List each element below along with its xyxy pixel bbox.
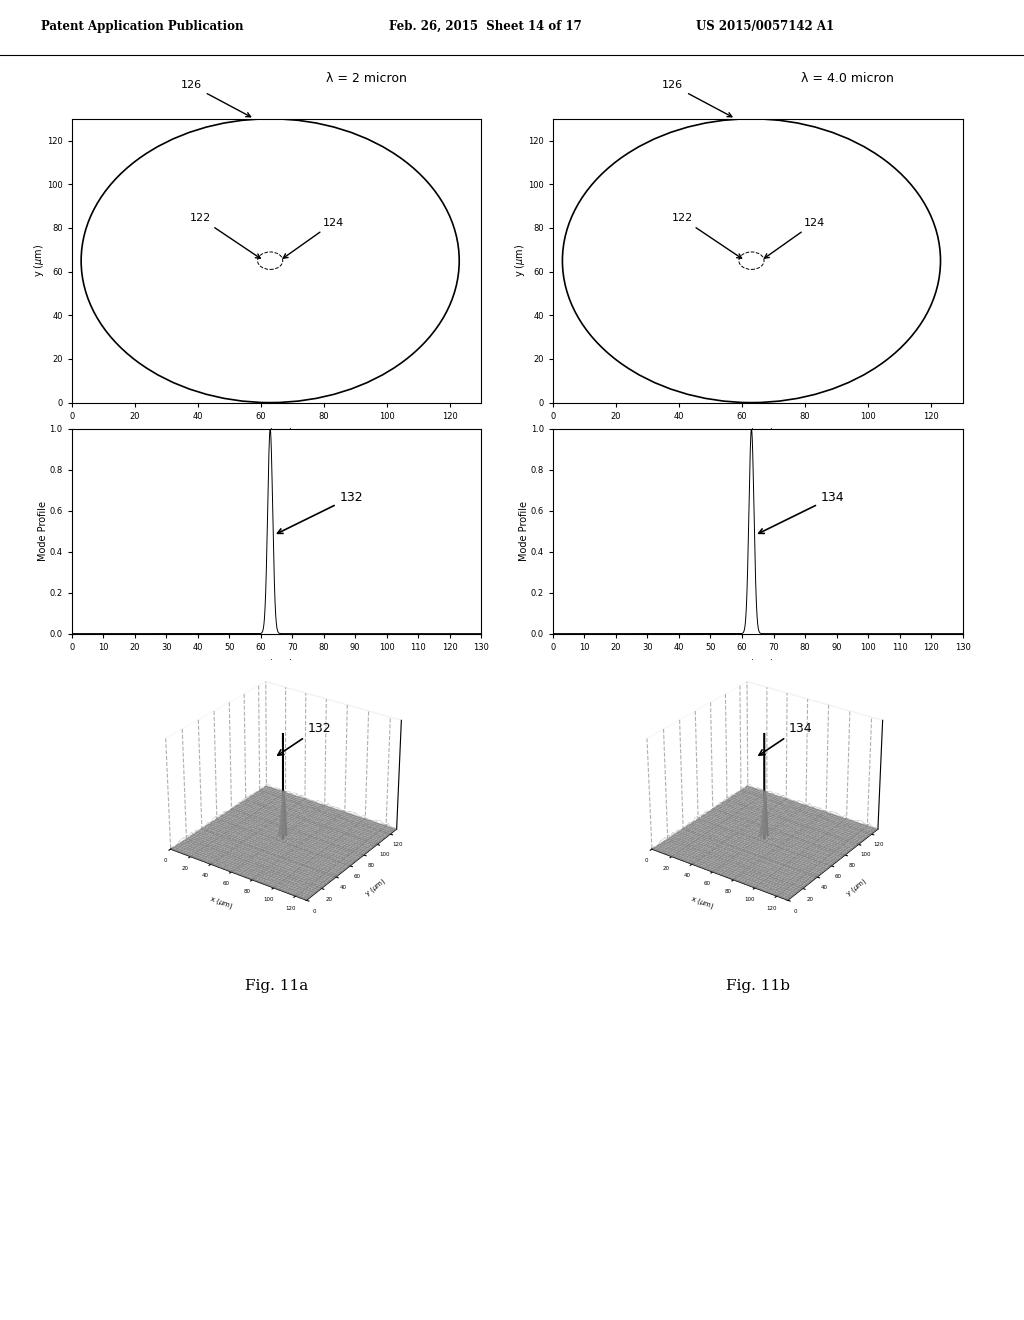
Text: Feb. 26, 2015  Sheet 14 of 17: Feb. 26, 2015 Sheet 14 of 17	[389, 20, 582, 33]
Text: 124: 124	[284, 218, 344, 259]
Text: 134: 134	[759, 491, 845, 533]
X-axis label: x ($\mu$m): x ($\mu$m)	[208, 894, 234, 911]
Text: 122: 122	[672, 214, 741, 259]
Text: λ = 4.0 micron: λ = 4.0 micron	[802, 71, 894, 84]
Text: Fig. 11b: Fig. 11b	[726, 979, 790, 993]
Text: 124: 124	[765, 218, 825, 259]
Text: λ = 2 micron: λ = 2 micron	[327, 71, 407, 84]
Text: 134: 134	[788, 722, 812, 735]
Text: 132: 132	[278, 491, 364, 533]
Y-axis label: y ($\mu$m): y ($\mu$m)	[32, 244, 45, 277]
Text: 126: 126	[663, 81, 732, 116]
X-axis label: x ($\mu$m): x ($\mu$m)	[260, 657, 293, 671]
X-axis label: x ($\mu$m): x ($\mu$m)	[741, 426, 774, 440]
Y-axis label: y ($\mu$m): y ($\mu$m)	[362, 876, 388, 899]
Y-axis label: y ($\mu$m): y ($\mu$m)	[513, 244, 526, 277]
X-axis label: x ($\mu$m): x ($\mu$m)	[260, 426, 293, 440]
Text: Fig. 11a: Fig. 11a	[245, 979, 308, 993]
Text: 126: 126	[181, 81, 251, 116]
Text: 132: 132	[307, 722, 331, 735]
Y-axis label: y ($\mu$m): y ($\mu$m)	[844, 876, 869, 899]
Text: US 2015/0057142 A1: US 2015/0057142 A1	[696, 20, 835, 33]
Text: Patent Application Publication: Patent Application Publication	[41, 20, 244, 33]
X-axis label: x ($\mu$m): x ($\mu$m)	[741, 657, 774, 671]
X-axis label: x ($\mu$m): x ($\mu$m)	[689, 894, 716, 911]
Y-axis label: Mode Profile: Mode Profile	[519, 502, 529, 561]
Y-axis label: Mode Profile: Mode Profile	[38, 502, 48, 561]
Text: 122: 122	[190, 214, 260, 259]
